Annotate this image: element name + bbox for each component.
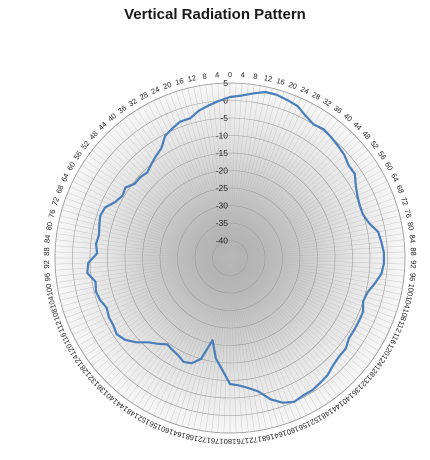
- angle-label: 48: [87, 129, 99, 141]
- data-series: [86, 90, 385, 404]
- angle-label: 168: [185, 432, 199, 443]
- angle-label: 108: [398, 307, 410, 322]
- angle-label: 0: [228, 70, 232, 79]
- angle-label: 64: [59, 172, 71, 183]
- angle-label: 92: [409, 260, 418, 269]
- angle-label: 172: [198, 434, 212, 445]
- angle-label: 36: [116, 103, 128, 115]
- ring-gridline: [177, 205, 283, 311]
- chart-title: Vertical Radiation Pattern: [124, 6, 306, 23]
- ring-label: -10: [216, 131, 229, 141]
- ring-gridline: [72, 100, 388, 416]
- angle-label: 4: [240, 70, 245, 79]
- ring-label: 5: [223, 78, 228, 88]
- angle-label: 16: [174, 76, 185, 87]
- ring-label: 0: [223, 96, 228, 106]
- angle-label: 60: [65, 160, 77, 172]
- angle-label: 12: [187, 73, 197, 84]
- angle-label: 80: [44, 221, 54, 231]
- angle-label: 8: [253, 72, 258, 81]
- angle-label: 32: [321, 96, 333, 108]
- angle-label: 72: [50, 196, 61, 207]
- angle-label: 16: [275, 76, 286, 87]
- angle-label: 60: [383, 160, 395, 172]
- angle-label: 112: [53, 320, 66, 334]
- ring-gridline: [194, 222, 266, 294]
- angle-label: 4: [215, 70, 220, 79]
- angle-label: 108: [49, 307, 61, 322]
- ring-label: -20: [216, 166, 229, 176]
- ring-gridlines: [54, 82, 406, 434]
- angle-label: 112: [394, 320, 407, 334]
- angle-label: 72: [399, 196, 410, 207]
- ring-gridline: [107, 135, 353, 381]
- angle-label: 76: [403, 208, 414, 218]
- angle-label: 56: [376, 149, 388, 161]
- ring-gridline: [142, 170, 318, 346]
- ring-gridline: [124, 152, 336, 364]
- angle-label: 28: [138, 90, 150, 102]
- angle-label: 28: [310, 90, 322, 102]
- angle-label: 40: [342, 111, 354, 123]
- angle-label: 8: [202, 72, 207, 81]
- angle-label: 100: [44, 283, 55, 297]
- angle-label: 20: [287, 80, 298, 91]
- angle-label: 180: [224, 437, 237, 446]
- angle-label: 52: [368, 139, 380, 151]
- angle-label: 52: [79, 139, 91, 151]
- angle-label: 88: [42, 247, 51, 256]
- angle-label: 172: [249, 434, 263, 445]
- angle-label: 176: [236, 436, 249, 446]
- ring-gridline: [89, 117, 371, 399]
- ring-gridline: [212, 240, 248, 276]
- angle-label: 64: [389, 172, 401, 183]
- radiation-pattern-line: [86, 90, 385, 404]
- angle-label: 84: [408, 234, 418, 243]
- angle-label: 104: [402, 295, 414, 309]
- angle-label: 164: [172, 428, 187, 440]
- angle-label: 76: [47, 208, 58, 218]
- angle-label: 56: [72, 149, 84, 161]
- angle-label: 40: [106, 111, 118, 123]
- angle-label: 68: [54, 184, 65, 195]
- ring-labels: 5 0 -5 -10 -15 -20 -25 -30 -35 -40: [216, 78, 229, 246]
- angle-label: 168: [261, 432, 275, 443]
- angle-label: 84: [43, 234, 53, 243]
- ring-gridline: [54, 82, 406, 434]
- angle-label: 36: [332, 103, 344, 115]
- ring-gridline: [159, 187, 301, 329]
- angle-label: 68: [394, 184, 405, 195]
- angle-label: 176: [211, 436, 224, 446]
- angle-label: 160: [160, 424, 175, 437]
- ring-label: -35: [216, 218, 229, 228]
- ring-label: -30: [216, 201, 229, 211]
- angle-label: 80: [406, 221, 416, 231]
- angle-label: 44: [96, 120, 108, 132]
- angle-label: 100: [405, 283, 416, 297]
- ring-label: -5: [220, 113, 228, 123]
- angle-label: 92: [42, 260, 51, 269]
- ring-label: -40: [216, 236, 229, 246]
- angle-label: 44: [351, 120, 363, 132]
- angle-label: 96: [43, 273, 53, 282]
- angle-label: 96: [408, 273, 418, 282]
- angle-label: 104: [46, 295, 58, 309]
- angle-label: 24: [150, 85, 161, 97]
- angle-label: 12: [263, 73, 273, 84]
- angle-label: 24: [299, 85, 310, 97]
- angle-label: 20: [162, 80, 173, 91]
- ring-label: -15: [216, 148, 229, 158]
- angle-label: 32: [127, 96, 139, 108]
- angle-label: 164: [273, 428, 288, 440]
- angle-label: 88: [409, 247, 418, 256]
- angle-label: 48: [360, 129, 372, 141]
- ring-label: -25: [216, 183, 229, 193]
- angle-label: 160: [285, 424, 300, 437]
